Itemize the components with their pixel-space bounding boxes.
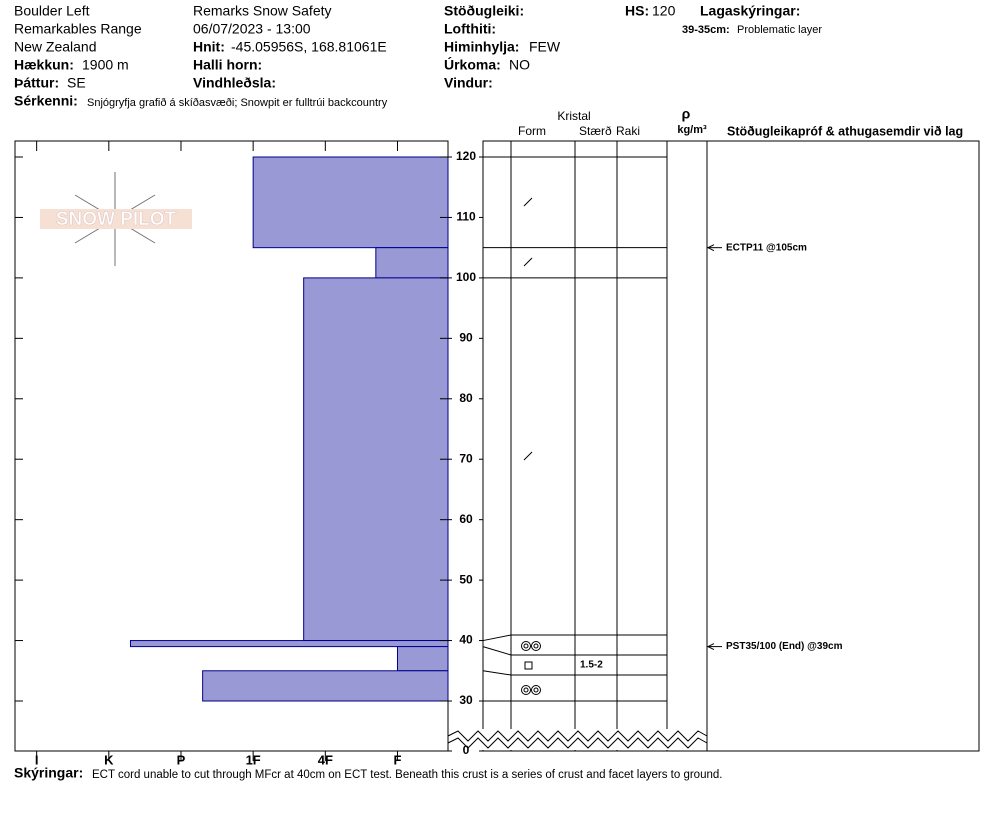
location: Boulder Left (14, 3, 90, 19)
field-label: Úrkoma: (444, 56, 501, 73)
column-header: kg/m³ (677, 124, 707, 136)
hardness-bar (375, 247, 449, 279)
field-label: Himinhylja: (444, 39, 519, 55)
hardness-bar (129, 640, 449, 648)
y-tick-label: 70 (459, 451, 473, 465)
test-arrowhead (706, 643, 715, 651)
field-label: Vindur: (444, 75, 493, 91)
field-value: FEW (529, 39, 561, 55)
hardness-bar (396, 646, 449, 672)
x-tick-label: 1F (246, 752, 261, 767)
test-label: ECTP11 @105cm (726, 242, 807, 253)
notes-label: Skýringar: (14, 765, 83, 781)
x-tick-label: P (177, 752, 186, 767)
field-value: SE (67, 75, 86, 91)
field-value: 1900 m (82, 57, 129, 73)
y-tick-label: 100 (456, 270, 476, 284)
y-tick-label: 60 (459, 512, 473, 526)
y-tick-label: 40 (459, 633, 473, 647)
logo-text: SNOW PILOT (56, 209, 177, 230)
x-tick-label: F (394, 752, 402, 767)
field-label: Stöðugleiki: (444, 3, 524, 19)
field-label: Lofthiti: (444, 21, 496, 37)
field-label: HS: (625, 3, 649, 19)
field-value: -45.05956S, 168.81061E (231, 39, 387, 55)
hardness-bar (202, 670, 449, 702)
column-header: Form (518, 124, 546, 138)
axis-break (447, 730, 708, 742)
layer-boundary (482, 634, 512, 642)
legend-title: Lagaskýringar: (700, 3, 800, 19)
x-tick-label: K (104, 752, 114, 767)
field-value: Snjógryfja grafið á skíðasvæði; Snowpit … (87, 97, 388, 109)
y-tick-label: 0 (463, 743, 470, 757)
observer: Remarks Snow Safety (193, 3, 332, 19)
test-label: PST35/100 (End) @39cm (726, 641, 843, 652)
notes-text: ECT cord unable to cut through MFcr at 4… (92, 769, 722, 781)
y-tick-label: 90 (459, 331, 473, 345)
y-tick-label: 120 (456, 149, 476, 163)
grain-size: 1.5-2 (580, 660, 603, 671)
form-icons (521, 197, 541, 695)
column-header: Kristal (557, 109, 590, 123)
field-label: Halli horn: (193, 57, 262, 73)
field-label: Þáttur: (14, 75, 59, 91)
column-header: Stærð (579, 124, 612, 138)
test-arrowhead (706, 244, 715, 252)
layer-boundary (482, 646, 512, 656)
axis-break (447, 737, 708, 749)
layer-boundary (482, 670, 512, 676)
column-header: Raki (616, 124, 640, 138)
grid-frame (482, 140, 980, 752)
legend-text: Problematic layer (737, 24, 822, 36)
logo: SNOW PILOT (40, 172, 192, 266)
legend-range: 39-35cm: (682, 24, 730, 36)
y-tick-label: 110 (456, 210, 476, 224)
field-label: Sérkenni: (14, 93, 78, 109)
hardness-bar (252, 156, 449, 249)
field-value: NO (509, 57, 530, 73)
datetime: 06/07/2023 - 13:00 (193, 21, 311, 37)
field-value: 120 (652, 3, 676, 19)
field-label: Vindhleðsla: (193, 75, 276, 91)
y-tick-label: 50 (459, 572, 473, 586)
y-tick-label: 80 (459, 391, 473, 405)
x-tick-label: 4F (318, 752, 333, 767)
column-header: ρ (682, 106, 691, 122)
column-header: Stöðugleikapróf & athugasemdir við lag (727, 124, 963, 138)
field-label: Hnit: (193, 39, 225, 55)
location: Remarkables Range (14, 21, 142, 37)
location: New Zealand (14, 39, 97, 55)
x-tick-label: I (35, 752, 39, 767)
y-tick-label: 30 (459, 693, 473, 707)
field-label: Hækkun: (14, 57, 74, 73)
hardness-bar (303, 277, 449, 642)
